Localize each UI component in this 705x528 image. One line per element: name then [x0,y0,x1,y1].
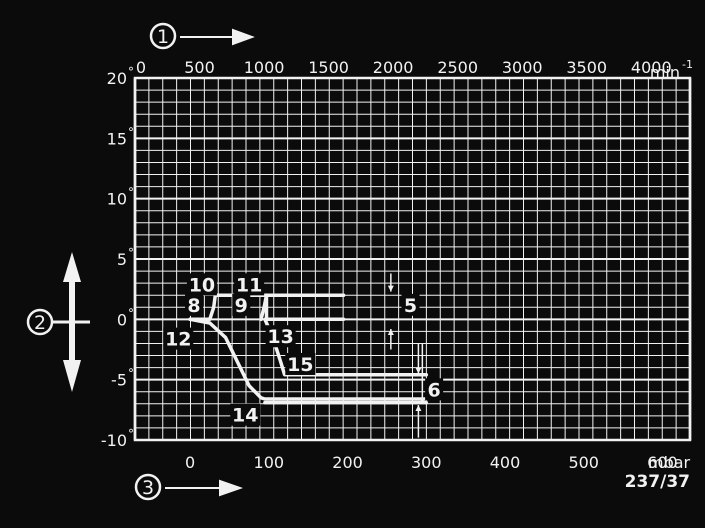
y-tick-degree: ° [128,186,134,200]
annotation-label: 10 [189,274,215,296]
annotation-bg [425,378,444,401]
top-tick-label: 3000 [502,58,543,77]
annotation-label: 5 [404,295,417,317]
annotation-bg [265,325,296,348]
marker-3: 3 [134,473,244,501]
marker-1: 1 [149,22,255,50]
annotation-label: 15 [287,354,313,376]
y-tick-label: 15 [107,129,127,148]
annotation-label: 6 [428,379,441,401]
marker-1-label: 1 [157,26,169,48]
top-tick-label: 2000 [373,58,414,77]
marker-2: 2 [26,252,90,392]
annotation-label: 8 [187,295,200,317]
reference-marker-head [387,328,394,335]
y-tick-label: 20 [107,69,127,88]
arrow-up-down-icon [63,252,81,392]
y-tick-degree: ° [128,306,134,320]
top-axis-unit: min [650,63,680,82]
bottom-tick-label: 200 [332,453,363,472]
reference-markers [387,273,426,438]
curve-3 [259,293,346,322]
top-tick-label: 3500 [566,58,607,77]
y-tick-label: 5 [117,250,127,269]
curve-annotations: 10 11 8 9 12 13 15 5 6 14 [163,273,444,427]
y-tick-degree: ° [128,246,134,260]
bottom-axis-unit: mbar [648,453,691,472]
bottom-tick-label: 100 [254,453,285,472]
top-axis-unit-exponent: -1 [682,58,693,71]
y-tick-label: -10 [101,431,127,450]
annotation-bg [232,293,251,316]
top-tick-label: 4000 [631,58,672,77]
annotation-bg [401,293,420,316]
reference-marker-head [419,397,426,404]
annotation-bg [186,273,217,296]
annotation-label: 13 [267,326,293,348]
marker-1-circle [149,22,177,50]
arrow-right-icon [180,28,255,46]
bottom-tick-label: 500 [568,453,599,472]
bottom-tick-label: 400 [490,453,521,472]
figure-id: 237/37 [625,472,690,492]
y-tick-label: 0 [117,310,127,329]
y-tick-degree: ° [128,125,134,139]
bottom-tick-label: 300 [411,453,442,472]
bottom-tick-label: 600 [647,453,678,472]
grid [133,76,692,442]
y-tick-degree: ° [128,65,134,79]
y-tick-degree: ° [128,427,134,441]
annotation-label: 11 [236,274,262,296]
curve-1 [188,317,429,401]
marker-3-circle [134,473,162,501]
annotation-label: 12 [165,329,191,351]
top-tick-label: 2500 [437,58,478,77]
annotation-label: 9 [235,295,248,317]
annotation-bg [163,327,194,350]
top-tick-label: 0 [136,58,146,77]
marker-3-label: 3 [142,477,154,499]
marker-2-label: 2 [34,312,46,334]
annotation-bg [185,293,204,316]
reference-marker-head [415,367,422,374]
reference-marker-head [415,405,422,412]
annotation-bg [234,273,265,296]
top-tick-label: 1500 [308,58,349,77]
bottom-tick-label: 0 [185,453,195,472]
plot-frame [133,76,692,442]
annotation-bg [285,352,316,375]
annotation-label: 14 [232,405,258,427]
annotation-bg [230,403,261,426]
top-tick-label: 500 [184,58,215,77]
arrow-right-icon [165,479,244,497]
top-tick-label: 1000 [244,58,285,77]
y-tick-label: -5 [111,371,127,390]
reference-marker-head [387,285,394,292]
y-tick-label: 10 [107,190,127,209]
y-tick-degree: ° [128,367,134,381]
